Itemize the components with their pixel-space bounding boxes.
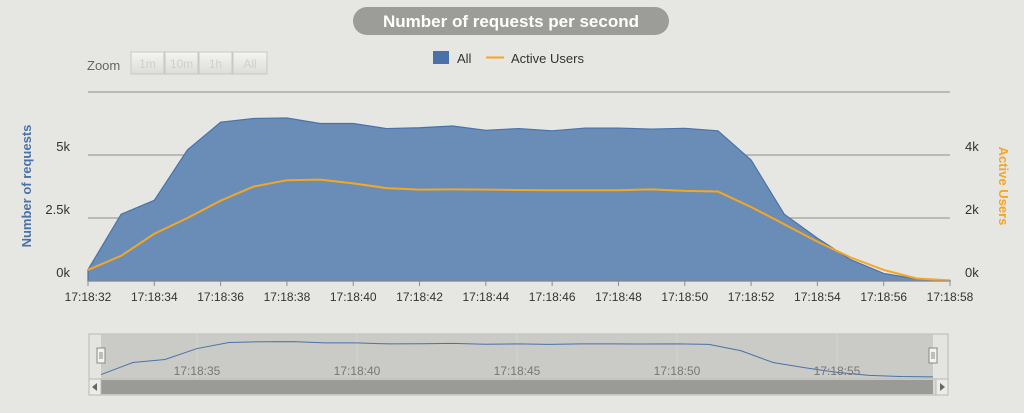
series-all-area: [87, 117, 951, 282]
y-left-tick-label: 2.5k: [45, 202, 70, 217]
x-tick-label: 17:18:58: [927, 290, 974, 304]
x-tick-label: 17:18:46: [529, 290, 576, 304]
zoom-button-label: All: [243, 57, 256, 71]
navigator-tick-label: 17:18:55: [814, 364, 861, 378]
zoom-button-1h[interactable]: 1h: [198, 51, 233, 75]
scrollbar-left-arrow[interactable]: [88, 378, 102, 396]
scrollbar-right-arrow[interactable]: [935, 378, 949, 396]
x-tick-label: 17:18:36: [197, 290, 244, 304]
scrollbar-thumb[interactable]: [101, 380, 933, 394]
y-left-axis-title: Number of requests: [19, 125, 34, 248]
arrow-left-icon: [92, 383, 97, 391]
y-left-tick-label: 0k: [56, 265, 70, 280]
x-axis: 17:18:32 17:18:34 17:18:36 17:18:38 17:18:40…: [65, 280, 974, 304]
legend: All Active Users: [433, 51, 584, 66]
zoom-button-1m[interactable]: 1m: [130, 51, 165, 75]
legend-item-all[interactable]: All: [433, 51, 472, 66]
x-tick-label: 17:18:44: [462, 290, 509, 304]
title-background: [353, 7, 669, 35]
scrollbar[interactable]: [88, 378, 949, 396]
series-active-users-line: [87, 178, 951, 282]
zoom-button-10m[interactable]: 10m: [164, 51, 199, 75]
line-active-users: [87, 178, 951, 282]
x-tick-label: 17:18:56: [860, 290, 907, 304]
x-tick-label: 17:18:50: [661, 290, 708, 304]
y-right-axis-title: Active Users: [996, 147, 1011, 226]
x-tick-label: 17:18:34: [131, 290, 178, 304]
area-all: [87, 117, 951, 282]
y-right-axis: 0k 2k 4k: [965, 139, 979, 280]
x-tick-label: 17:18:40: [330, 290, 377, 304]
x-tick-label: 17:18:52: [728, 290, 775, 304]
navigator-handle-right[interactable]: [928, 347, 938, 364]
legend-label-active-users: Active Users: [511, 51, 584, 66]
x-tick-label: 17:18:42: [396, 290, 443, 304]
navigator-tick-label: 17:18:45: [494, 364, 541, 378]
zoom-label: Zoom: [87, 58, 120, 73]
navigator-series: [100, 341, 934, 378]
x-tick-label: 17:18:54: [794, 290, 841, 304]
y-left-tick-label: 5k: [56, 139, 70, 154]
zoom-button-label: 10m: [170, 57, 193, 71]
navigator[interactable]: 17:18:35 17:18:40 17:18:45 17:18:50 17:18:55: [88, 333, 949, 396]
legend-item-active-users[interactable]: Active Users: [486, 51, 584, 66]
navigator-grid: [196, 334, 838, 379]
navigator-tick-label: 17:18:40: [334, 364, 381, 378]
y-right-tick-label: 2k: [965, 202, 979, 217]
legend-label-all: All: [457, 51, 472, 66]
arrow-right-icon: [940, 383, 945, 391]
chart-title: Number of requests per second: [383, 12, 639, 31]
navigator-handle-left[interactable]: [96, 347, 106, 364]
x-tick-label: 17:18:48: [595, 290, 642, 304]
legend-swatch-all: [433, 51, 449, 64]
navigator-ticks: 17:18:35 17:18:40 17:18:45 17:18:50 17:18:55: [174, 364, 861, 378]
y-left-axis: 0k 2.5k 5k: [45, 139, 70, 280]
x-tick-label: 17:18:38: [264, 290, 311, 304]
navigator-tick-label: 17:18:35: [174, 364, 221, 378]
zoom-button-label: 1m: [139, 57, 156, 71]
y-right-tick-label: 0k: [965, 265, 979, 280]
y-right-tick-label: 4k: [965, 139, 979, 154]
zoom-button-label: 1h: [209, 57, 222, 71]
zoom-button-all[interactable]: All: [232, 51, 268, 75]
navigator-tick-label: 17:18:50: [654, 364, 701, 378]
x-tick-label: 17:18:32: [65, 290, 112, 304]
